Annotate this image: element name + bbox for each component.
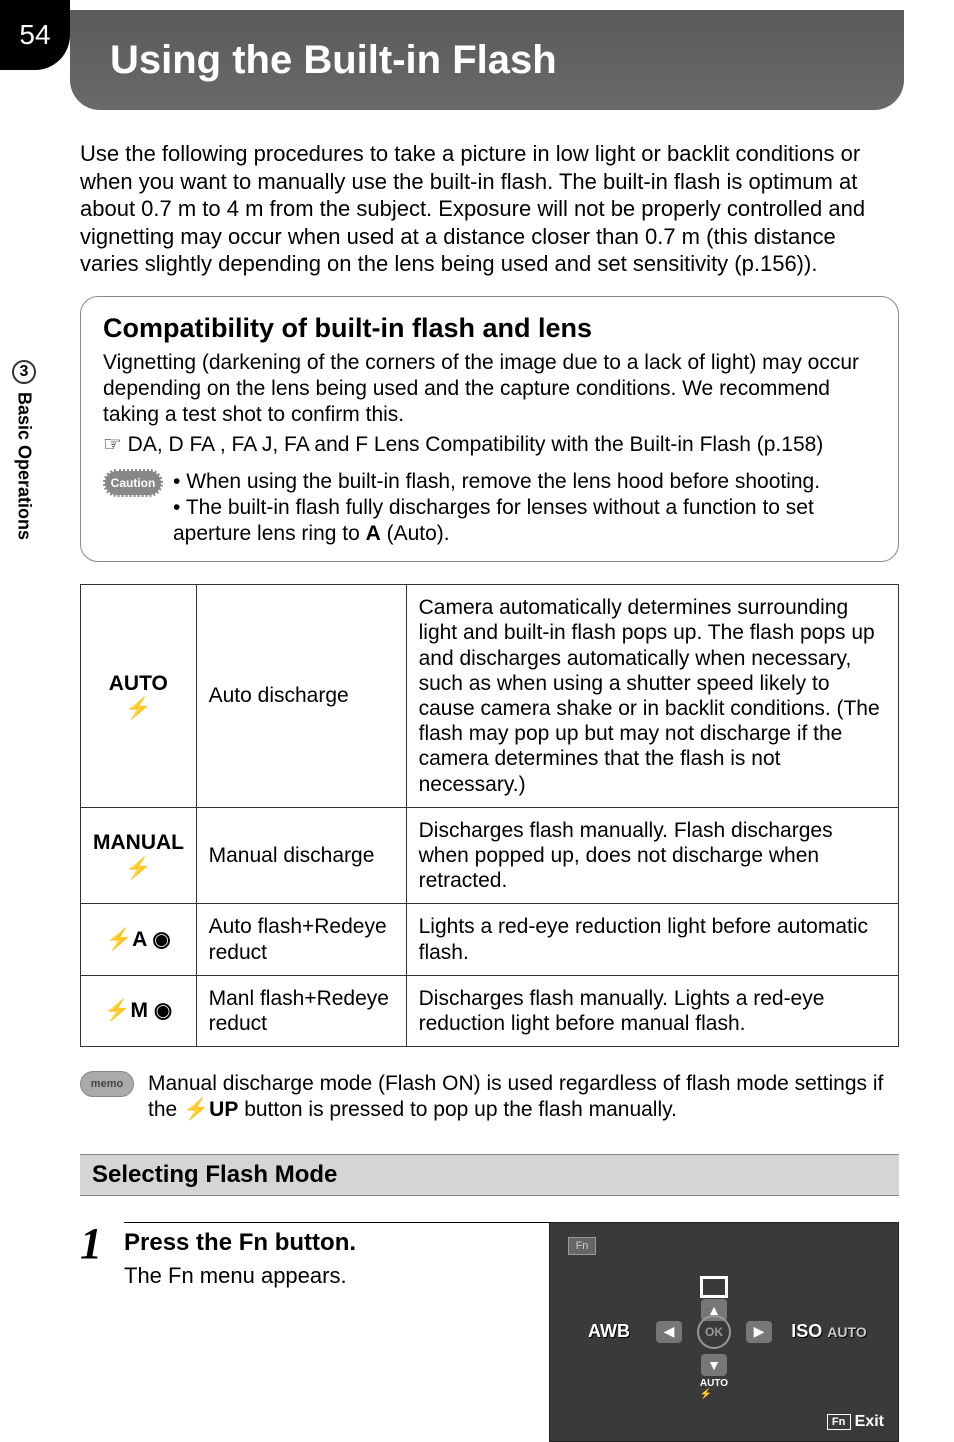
step-title-fn: Fn bbox=[239, 1229, 268, 1256]
lcd-exit-label: Exit bbox=[855, 1413, 884, 1431]
compat-link: ☞ DA, D FA , FA J, FA and F Lens Compati… bbox=[103, 432, 876, 458]
lcd-flash-auto-text: AUTO bbox=[700, 1378, 728, 1389]
lcd-iso-text: ISO bbox=[791, 1321, 822, 1341]
mode-name: Manual discharge bbox=[196, 807, 406, 904]
lcd-awb-label: AWB bbox=[588, 1321, 630, 1342]
mode-desc: Discharges flash manually. Flash dischar… bbox=[406, 807, 898, 904]
step-number: 1 bbox=[80, 1222, 102, 1266]
memo-post: button is pressed to pop up the flash ma… bbox=[238, 1098, 677, 1121]
lcd-grid: ▲ AWB ◀ OK ▶ ISO AUTO ▼ AUTO⚡ bbox=[569, 1267, 879, 1397]
caution-row: Caution When using the built-in flash, r… bbox=[103, 469, 876, 548]
step-wrapper: 1 Press the Fn button. The Fn menu appea… bbox=[80, 1222, 899, 1289]
lcd-screen: Fn ▲ AWB ◀ OK ▶ ISO AUTO ▼ AUTO⚡ Fn Ex bbox=[549, 1222, 899, 1442]
table-row: ⚡M ◉ Manl flash+Redeye reduct Discharges… bbox=[81, 975, 899, 1046]
memo-row: memo Manual discharge mode (Flash ON) is… bbox=[80, 1071, 899, 1124]
step-title-post: button. bbox=[268, 1229, 356, 1256]
sidebar-chapter-number: 3 bbox=[12, 360, 36, 384]
lcd-iso-label: ISO AUTO bbox=[791, 1321, 866, 1342]
drive-mode-icon bbox=[700, 1276, 728, 1298]
arrow-down-wrap: ▼ AUTO⚡ bbox=[700, 1354, 728, 1400]
main-content: Use the following procedures to take a p… bbox=[80, 140, 899, 1289]
title-banner: Using the Built-in Flash bbox=[70, 10, 904, 110]
mode-name: Manl flash+Redeye reduct bbox=[196, 975, 406, 1046]
compat-body: Vignetting (darkening of the corners of … bbox=[103, 350, 876, 429]
section-header: Selecting Flash Mode bbox=[80, 1154, 899, 1196]
page-number-value: 54 bbox=[19, 19, 50, 51]
page-number: 54 bbox=[0, 0, 70, 70]
table-row: MANUAL ⚡ Manual discharge Discharges fla… bbox=[81, 807, 899, 904]
arrow-right-icon: ▶ bbox=[746, 1321, 772, 1343]
compatibility-box: Compatibility of built-in flash and lens… bbox=[80, 296, 899, 563]
caution-item: When using the built-in flash, remove th… bbox=[173, 469, 876, 495]
mode-icon: MANUAL ⚡ bbox=[81, 807, 197, 904]
mode-name: Auto flash+Redeye reduct bbox=[196, 904, 406, 975]
caution-list: When using the built-in flash, remove th… bbox=[173, 469, 876, 548]
arrow-down-icon: ▼ bbox=[701, 1354, 727, 1376]
mode-icon: ⚡M ◉ bbox=[81, 975, 197, 1046]
caution-text: The built-in flash fully discharges for … bbox=[173, 496, 814, 545]
memo-bold: ⚡UP bbox=[183, 1098, 238, 1121]
memo-text: Manual discharge mode (Flash ON) is used… bbox=[148, 1071, 899, 1124]
memo-badge: memo bbox=[80, 1071, 134, 1097]
mode-desc: Camera automatically determines surround… bbox=[406, 585, 898, 808]
lcd-exit-fn-icon: Fn bbox=[827, 1414, 851, 1430]
page-title: Using the Built-in Flash bbox=[110, 38, 557, 83]
ok-button-icon: OK bbox=[697, 1315, 731, 1349]
caution-item: The built-in flash fully discharges for … bbox=[173, 495, 876, 548]
arrow-left-icon: ◀ bbox=[656, 1321, 682, 1343]
intro-paragraph: Use the following procedures to take a p… bbox=[80, 140, 899, 278]
lcd-exit: Fn Exit bbox=[827, 1413, 884, 1431]
lcd-flash-auto-label: AUTO⚡ bbox=[700, 1378, 728, 1400]
mode-icon: AUTO ⚡ bbox=[81, 585, 197, 808]
mode-desc: Discharges flash manually. Lights a red-… bbox=[406, 975, 898, 1046]
caution-text: (Auto). bbox=[381, 522, 450, 545]
table-row: AUTO ⚡ Auto discharge Camera automatical… bbox=[81, 585, 899, 808]
lcd-iso-auto: AUTO bbox=[827, 1324, 866, 1340]
compat-title: Compatibility of built-in flash and lens bbox=[103, 313, 876, 344]
sidebar: 3 Basic Operations bbox=[0, 360, 48, 600]
caution-badge: Caution bbox=[103, 469, 163, 497]
table-row: ⚡A ◉ Auto flash+Redeye reduct Lights a r… bbox=[81, 904, 899, 975]
mode-name: Auto discharge bbox=[196, 585, 406, 808]
flash-modes-table: AUTO ⚡ Auto discharge Camera automatical… bbox=[80, 584, 899, 1047]
sidebar-chapter-label: Basic Operations bbox=[14, 392, 35, 540]
caution-bold: A bbox=[366, 522, 381, 545]
lcd-fn-badge: Fn bbox=[568, 1237, 596, 1255]
step-title-pre: Press the bbox=[124, 1229, 239, 1256]
mode-desc: Lights a red-eye reduction light before … bbox=[406, 904, 898, 975]
mode-icon: ⚡A ◉ bbox=[81, 904, 197, 975]
